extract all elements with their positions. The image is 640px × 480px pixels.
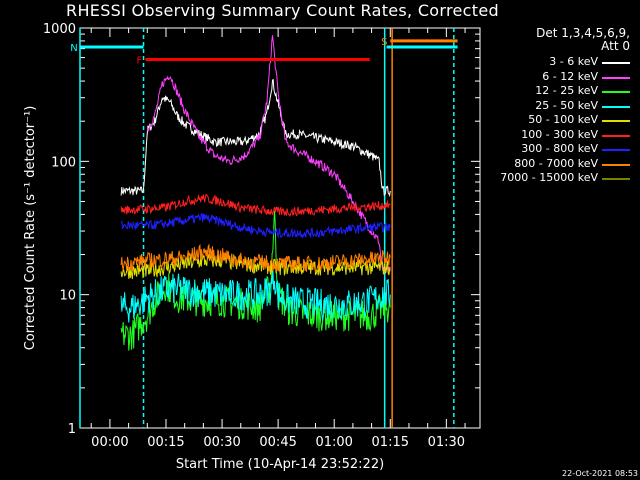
x-tick-label: 00:00 bbox=[91, 435, 128, 450]
legend-label: 50 - 100 keV bbox=[528, 113, 598, 126]
x-tick-label: 00:30 bbox=[203, 435, 240, 450]
legend-entry: 12 - 25 keV bbox=[480, 84, 630, 98]
timestamp: 22-Oct-2021 08:53 bbox=[562, 469, 638, 478]
legend-entry: 25 - 50 keV bbox=[480, 99, 630, 113]
series-line-1 bbox=[146, 35, 391, 274]
legend-entry: 3 - 6 keV bbox=[480, 55, 630, 69]
legend-label: 100 - 300 keV bbox=[521, 127, 598, 141]
legend-entry: 50 - 100 keV bbox=[480, 113, 630, 127]
legend-swatch bbox=[602, 178, 630, 180]
legend-swatch bbox=[602, 134, 630, 137]
x-tick-label: 01:15 bbox=[372, 435, 409, 450]
series-line-6 bbox=[120, 212, 391, 239]
flag-label: N bbox=[70, 43, 77, 54]
x-tick-label: 01:30 bbox=[428, 435, 465, 450]
tick-labels: 1 10 100 1000 00:00 00:15 00:30 00:45 01:00 01:15… bbox=[43, 22, 465, 450]
legend-label: 12 - 25 keV bbox=[535, 84, 598, 97]
legend-swatch bbox=[602, 62, 630, 64]
series-line-4 bbox=[120, 251, 391, 280]
y-tick-label: 1 bbox=[68, 422, 76, 437]
series-line-0 bbox=[120, 78, 391, 198]
legend-header: Det 1,3,4,5,6,9, Att 0 bbox=[500, 27, 630, 53]
y-axis-label: Corrected Count Rate (s⁻¹ detector⁻¹) bbox=[23, 106, 38, 351]
plot-frame bbox=[79, 27, 481, 429]
legend-entry: 6 - 12 keV bbox=[480, 70, 630, 84]
y-tick-label: 100 bbox=[51, 155, 76, 170]
legend-label: 800 - 7000 keV bbox=[514, 156, 598, 170]
x-tick-label: 00:15 bbox=[147, 435, 184, 450]
y-tick-label: 10 bbox=[59, 289, 76, 304]
legend-label: 6 - 12 keV bbox=[542, 69, 598, 83]
legend-swatch bbox=[602, 76, 630, 79]
flag-label: S bbox=[381, 37, 387, 48]
chart-title: RHESSI Observing Summary Count Rates, Co… bbox=[66, 1, 499, 20]
legend-header-line-1: Det 1,3,4,5,6,9, bbox=[536, 26, 630, 40]
vertical-markers bbox=[79, 28, 455, 428]
y-tick-label: 1000 bbox=[43, 22, 76, 37]
x-axis-label: Start Time (10-Apr-14 23:52:22) bbox=[176, 457, 384, 472]
legend-label: 7000 - 15000 keV bbox=[500, 171, 598, 184]
series-line-5 bbox=[120, 193, 391, 218]
legend-label: 3 - 6 keV bbox=[549, 55, 598, 68]
flag-label: F bbox=[137, 56, 143, 67]
series-line-7 bbox=[120, 243, 391, 274]
legend-swatch bbox=[602, 91, 630, 93]
legend-entry: 7000 - 15000 keV bbox=[480, 171, 630, 185]
x-tick-label: 01:00 bbox=[315, 435, 352, 450]
axes-group bbox=[79, 27, 481, 429]
legend-header-line-2: Att 0 bbox=[601, 39, 630, 53]
legend-entry: 100 - 300 keV bbox=[480, 128, 630, 142]
legend-swatch bbox=[602, 120, 630, 122]
x-tick-label: 00:45 bbox=[259, 435, 296, 450]
legend-entry: 300 - 800 keV bbox=[480, 142, 630, 156]
legend-label: 25 - 50 keV bbox=[535, 98, 598, 112]
series-line-3 bbox=[120, 267, 391, 323]
flag-bars: F N S bbox=[70, 37, 458, 67]
legend-swatch bbox=[602, 105, 630, 108]
legend-swatch bbox=[602, 163, 630, 166]
legend-entry: 800 - 7000 keV bbox=[480, 157, 630, 171]
legend-label: 300 - 800 keV bbox=[521, 142, 598, 155]
legend-swatch bbox=[602, 149, 630, 151]
series-curves bbox=[120, 35, 391, 351]
